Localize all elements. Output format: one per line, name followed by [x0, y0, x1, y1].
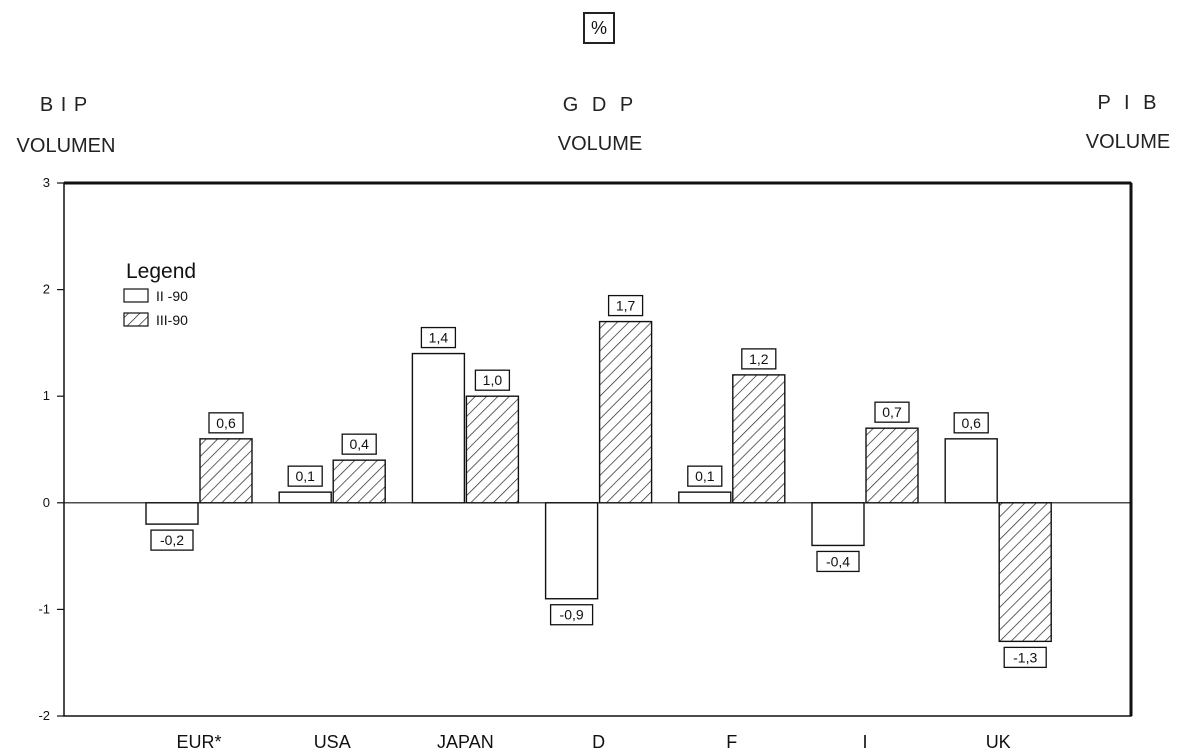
legend-swatch — [123, 312, 149, 327]
data-label: 0,1 — [295, 468, 315, 484]
x-category-label: F — [726, 732, 737, 752]
data-label-box — [208, 412, 244, 434]
data-label-box — [150, 529, 194, 551]
bar-iii-90 — [998, 502, 1052, 643]
bar-ii-90 — [678, 491, 732, 504]
y-tick-label: 1 — [43, 388, 50, 403]
bar-ii-90 — [811, 502, 865, 547]
x-category-label: JAPAN — [437, 732, 494, 752]
data-label: 0,1 — [695, 468, 715, 484]
y-tick-label: -2 — [38, 708, 50, 723]
x-category-label: EUR* — [176, 732, 221, 752]
bar-iii-90 — [199, 438, 253, 504]
data-label: 0,6 — [961, 415, 981, 431]
bar-iii-90 — [465, 395, 520, 504]
data-label-box — [607, 294, 644, 317]
bar-ii-90 — [278, 491, 332, 504]
data-label-box — [549, 604, 594, 626]
header-right-line2: VOLUME — [1085, 131, 1171, 153]
data-label-box — [741, 348, 777, 370]
y-tick-label: 3 — [43, 175, 50, 190]
header-left-line2: VOLUMEN — [16, 135, 116, 157]
x-category-label: I — [862, 732, 867, 752]
bar-ii-90 — [944, 438, 998, 504]
data-label-box — [816, 550, 860, 573]
data-label-box — [420, 326, 457, 349]
data-label: -0,4 — [826, 553, 850, 569]
header-center-line2: VOLUME — [557, 133, 643, 155]
legend-label: III-90 — [156, 312, 188, 328]
data-label-box — [1003, 646, 1047, 669]
data-label-box — [953, 412, 989, 434]
bar-iii-90 — [332, 459, 386, 504]
bar-iii-90 — [598, 320, 653, 504]
header-center-line1: G D P — [562, 94, 638, 116]
data-label: -0,2 — [160, 532, 184, 548]
y-tick-label: 0 — [43, 495, 50, 510]
bar-ii-90 — [544, 502, 599, 600]
data-label: -0,9 — [560, 607, 584, 623]
y-tick-label: 2 — [43, 282, 50, 297]
legend-label: II -90 — [156, 288, 188, 304]
y-tick-label: -1 — [38, 601, 50, 616]
data-label: 0,7 — [882, 404, 902, 420]
x-category-label: UK — [986, 732, 1011, 752]
legend-swatch — [123, 288, 149, 303]
data-label-box — [341, 433, 377, 455]
data-label: 1,4 — [429, 330, 449, 346]
bar-ii-90 — [411, 352, 466, 504]
bar-iii-90 — [732, 374, 786, 504]
data-label: 0,4 — [349, 436, 369, 452]
data-label: 1,7 — [616, 298, 636, 314]
legend-title: Legend — [126, 260, 196, 283]
bar-iii-90 — [865, 427, 919, 504]
x-category-label: USA — [314, 732, 351, 752]
data-label: 1,0 — [483, 372, 503, 388]
data-label-box — [287, 465, 323, 487]
data-label-box — [474, 369, 511, 391]
data-label-box — [874, 401, 910, 423]
header-left-line1: B I P — [39, 94, 89, 116]
x-category-label: D — [592, 732, 605, 752]
header-right-line1: P I B — [1097, 92, 1161, 114]
unit-box: % — [583, 12, 615, 44]
bar-ii-90 — [145, 502, 199, 525]
data-label: 1,2 — [749, 351, 769, 367]
data-label-box — [687, 465, 723, 487]
data-label: -1,3 — [1013, 649, 1037, 665]
data-label: 0,6 — [216, 415, 236, 431]
